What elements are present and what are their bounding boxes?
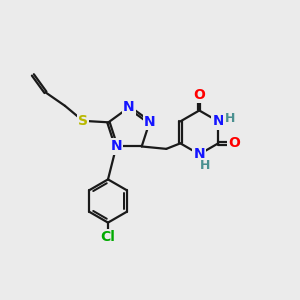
Text: S: S xyxy=(78,114,88,128)
Text: N: N xyxy=(144,115,155,129)
Text: H: H xyxy=(224,112,235,125)
Text: N: N xyxy=(123,100,135,114)
Text: N: N xyxy=(194,147,205,161)
Text: H: H xyxy=(200,159,211,172)
Text: N: N xyxy=(212,114,224,128)
Text: N: N xyxy=(110,140,122,154)
Text: Cl: Cl xyxy=(100,230,116,244)
Text: O: O xyxy=(228,136,240,150)
Text: O: O xyxy=(194,88,205,102)
